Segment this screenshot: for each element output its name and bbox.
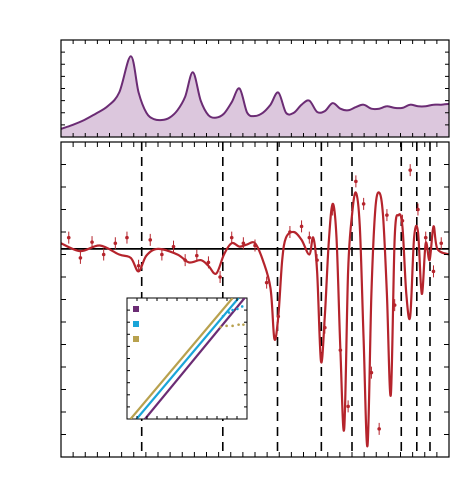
data-point — [136, 263, 141, 268]
data-point — [307, 235, 312, 240]
inset-data-point — [242, 323, 245, 326]
data-point — [218, 275, 222, 279]
data-point — [195, 253, 199, 258]
main-panel — [60, 141, 450, 458]
inset-data-point — [240, 305, 244, 308]
inset-plot-area — [129, 298, 246, 419]
inset-legend-swatch — [133, 306, 139, 312]
data-point — [423, 235, 428, 240]
top-panel — [60, 39, 450, 138]
inset-data-point — [221, 314, 225, 318]
model-line — [60, 191, 450, 448]
data-point — [416, 207, 420, 212]
inset-data-point — [219, 325, 222, 329]
inset-data-point — [227, 311, 231, 314]
inset-legend-swatch — [133, 321, 139, 327]
main-panel-frame — [60, 141, 450, 458]
data-point — [299, 224, 304, 229]
inset-data-point — [231, 324, 234, 328]
data-point — [206, 260, 211, 265]
inset-fit-line — [144, 298, 246, 419]
inset-data-point — [225, 324, 228, 328]
data-point — [171, 244, 176, 249]
inset-panel — [126, 297, 248, 420]
data-point — [66, 235, 71, 240]
spectrum-line — [60, 55, 450, 130]
data-point — [113, 241, 118, 246]
data-point — [354, 179, 358, 184]
data-point — [160, 252, 164, 257]
data-point — [408, 168, 413, 172]
data-point — [264, 280, 269, 285]
data-point — [78, 256, 83, 260]
data-point — [385, 213, 389, 217]
data-point — [241, 241, 246, 246]
inset-legend-swatch — [133, 336, 139, 342]
data-point — [101, 252, 106, 257]
data-point — [361, 202, 366, 206]
data-point — [125, 235, 129, 240]
data-point — [148, 238, 153, 242]
data-point — [346, 404, 350, 409]
inset-data-point — [237, 323, 240, 326]
inset-fit-line — [129, 298, 234, 419]
data-point — [377, 427, 381, 431]
inset-data-point — [231, 308, 234, 312]
data-point — [431, 269, 436, 274]
data-point — [439, 241, 444, 246]
data-point — [90, 240, 94, 244]
data-point — [229, 235, 234, 240]
spectrum-fill-area — [61, 56, 449, 138]
inset-fit-line — [135, 298, 240, 419]
inset-data-point — [236, 307, 239, 311]
